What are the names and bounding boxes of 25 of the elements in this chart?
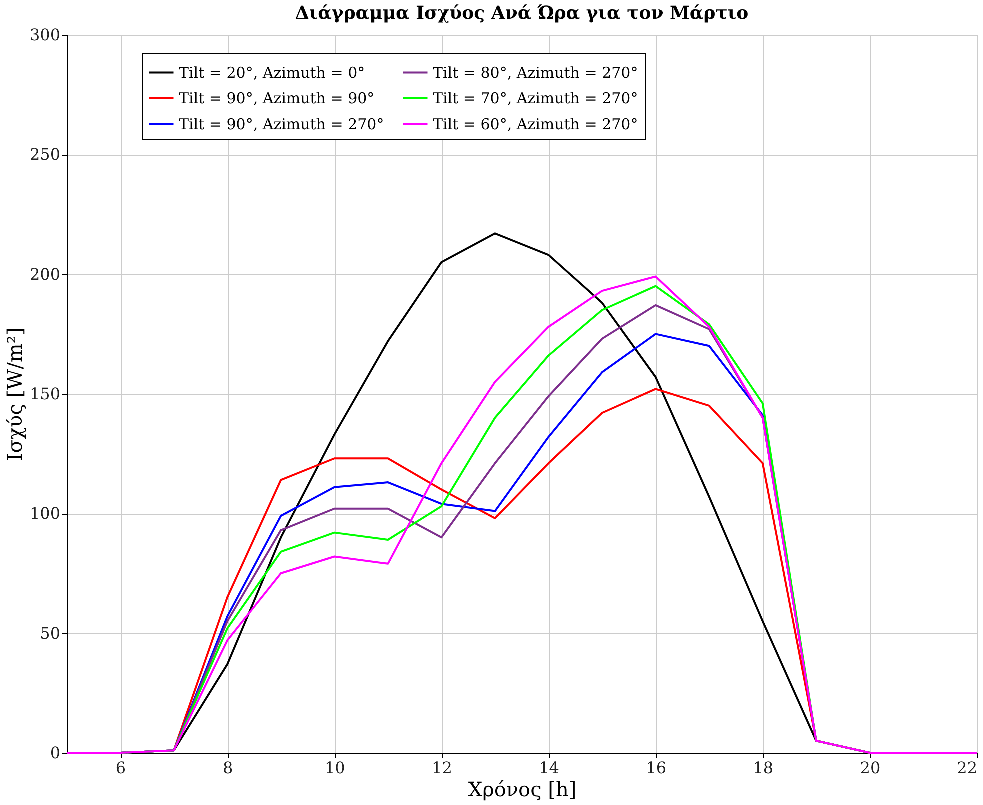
y-tick-label: 250: [30, 145, 60, 164]
y-tick-label: 50: [40, 624, 60, 643]
x-tick-label: 12: [432, 758, 452, 778]
legend-label: Tilt = 90°, Azimuth = 270°: [179, 116, 384, 134]
y-axis-title: Ισχύς [W/m²]: [2, 328, 27, 462]
y-tick-label: 0: [50, 744, 60, 762]
x-tick-label: 8: [222, 758, 234, 778]
y-tick-label: 100: [30, 504, 60, 524]
x-tick-label: 16: [646, 758, 667, 778]
legend-label: Tilt = 90°, Azimuth = 90°: [179, 90, 375, 108]
x-tick-label: 10: [324, 758, 346, 778]
legend-label: Tilt = 60°, Azimuth = 270°: [433, 116, 638, 134]
x-tick-label: 22: [957, 758, 978, 778]
y-tick-label: 150: [30, 384, 60, 404]
x-axis-title: Χρόνος [h]: [468, 778, 577, 802]
x-tick-label: 18: [753, 758, 774, 778]
y-tick-label: 200: [30, 264, 60, 284]
legend-label: Tilt = 70°, Azimuth = 270°: [433, 90, 638, 108]
legend-label: Tilt = 80°, Azimuth = 270°: [433, 64, 638, 82]
x-tick-label: 14: [539, 758, 560, 778]
y-tick-label: 300: [30, 26, 60, 44]
x-tick-label: 6: [116, 758, 126, 778]
legend-label: Tilt = 20°, Azimuth = 0°: [179, 64, 366, 82]
chart-title: Διάγραμμα Ισχύος Ανά Ώρα για τον Μάρτιο: [295, 3, 749, 24]
x-tick-label: 20: [860, 758, 881, 778]
